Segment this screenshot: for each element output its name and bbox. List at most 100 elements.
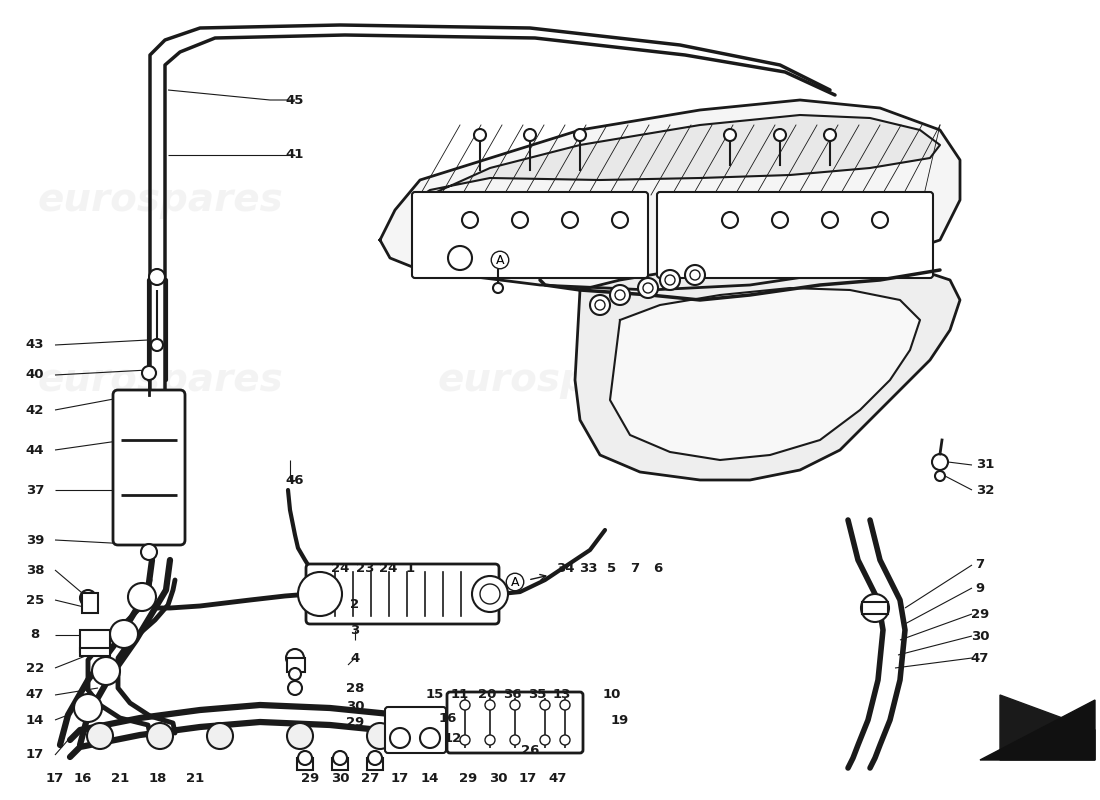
Circle shape xyxy=(935,471,945,481)
Text: 2: 2 xyxy=(351,598,360,611)
Text: eurospares: eurospares xyxy=(37,181,283,219)
Text: 45: 45 xyxy=(286,94,305,106)
Text: 30: 30 xyxy=(345,699,364,713)
Circle shape xyxy=(151,339,163,351)
Text: 30: 30 xyxy=(970,630,989,642)
Polygon shape xyxy=(980,700,1094,760)
FancyBboxPatch shape xyxy=(385,707,446,753)
Circle shape xyxy=(420,728,440,748)
Circle shape xyxy=(298,572,342,616)
Circle shape xyxy=(666,275,675,285)
Bar xyxy=(80,630,110,652)
FancyBboxPatch shape xyxy=(113,390,185,545)
Text: 17: 17 xyxy=(46,771,64,785)
Circle shape xyxy=(92,657,120,685)
Text: 7: 7 xyxy=(976,558,984,571)
Text: 36: 36 xyxy=(503,689,521,702)
Text: 9: 9 xyxy=(976,582,984,594)
Circle shape xyxy=(724,129,736,141)
Circle shape xyxy=(480,584,501,604)
Text: 17: 17 xyxy=(519,771,537,785)
Circle shape xyxy=(74,694,102,722)
Circle shape xyxy=(638,278,658,298)
Circle shape xyxy=(590,295,610,315)
Circle shape xyxy=(289,668,301,680)
Circle shape xyxy=(524,129,536,141)
Circle shape xyxy=(722,212,738,228)
Text: 11: 11 xyxy=(451,689,469,702)
Circle shape xyxy=(80,590,96,606)
Text: 30: 30 xyxy=(488,771,507,785)
Circle shape xyxy=(298,751,312,765)
Circle shape xyxy=(574,129,586,141)
Circle shape xyxy=(485,700,495,710)
Text: 43: 43 xyxy=(25,338,44,351)
Circle shape xyxy=(493,283,503,293)
Text: 24: 24 xyxy=(331,562,349,574)
Text: A: A xyxy=(496,254,504,266)
Text: 12: 12 xyxy=(444,731,462,745)
Circle shape xyxy=(872,212,888,228)
Circle shape xyxy=(462,212,478,228)
Text: 21: 21 xyxy=(186,771,205,785)
Text: 41: 41 xyxy=(286,149,305,162)
Circle shape xyxy=(485,735,495,745)
Text: 32: 32 xyxy=(976,483,994,497)
Bar xyxy=(367,758,383,770)
Bar xyxy=(287,658,305,672)
Circle shape xyxy=(510,700,520,710)
Circle shape xyxy=(824,129,836,141)
Circle shape xyxy=(510,735,520,745)
Circle shape xyxy=(286,649,304,667)
Text: A: A xyxy=(510,575,519,589)
Circle shape xyxy=(772,212,788,228)
Text: 31: 31 xyxy=(976,458,994,471)
Circle shape xyxy=(660,270,680,290)
Text: 16: 16 xyxy=(439,711,458,725)
Circle shape xyxy=(368,751,382,765)
Circle shape xyxy=(333,751,346,765)
Circle shape xyxy=(685,265,705,285)
Circle shape xyxy=(560,700,570,710)
Text: 39: 39 xyxy=(25,534,44,546)
Circle shape xyxy=(612,212,628,228)
Text: eurospares: eurospares xyxy=(437,181,683,219)
Circle shape xyxy=(512,212,528,228)
Text: 23: 23 xyxy=(355,562,374,574)
Text: 29: 29 xyxy=(971,607,989,621)
Circle shape xyxy=(615,290,625,300)
Text: 29: 29 xyxy=(345,715,364,729)
Text: 25: 25 xyxy=(26,594,44,606)
Text: 21: 21 xyxy=(111,771,129,785)
Bar xyxy=(80,648,110,656)
Text: 5: 5 xyxy=(607,562,617,574)
Text: 24: 24 xyxy=(378,562,397,574)
Circle shape xyxy=(437,723,463,749)
Circle shape xyxy=(147,723,173,749)
Text: 33: 33 xyxy=(579,562,597,574)
Text: 3: 3 xyxy=(351,623,360,637)
Circle shape xyxy=(367,723,393,749)
Text: 30: 30 xyxy=(331,771,350,785)
Text: eurospares: eurospares xyxy=(437,361,683,399)
Bar xyxy=(332,758,348,770)
Circle shape xyxy=(932,454,948,470)
Circle shape xyxy=(472,576,508,612)
Circle shape xyxy=(390,728,410,748)
Circle shape xyxy=(774,129,786,141)
Text: 29: 29 xyxy=(459,771,477,785)
Circle shape xyxy=(540,735,550,745)
Bar xyxy=(297,758,313,770)
Text: 4: 4 xyxy=(351,651,360,665)
Text: 46: 46 xyxy=(286,474,305,486)
Circle shape xyxy=(288,681,302,695)
Text: 40: 40 xyxy=(25,369,44,382)
Bar xyxy=(862,602,888,614)
Text: 19: 19 xyxy=(610,714,629,726)
Text: 20: 20 xyxy=(477,689,496,702)
Circle shape xyxy=(644,283,653,293)
Text: 16: 16 xyxy=(74,771,92,785)
Text: 47: 47 xyxy=(25,689,44,702)
Text: 6: 6 xyxy=(653,562,662,574)
FancyBboxPatch shape xyxy=(447,692,583,753)
